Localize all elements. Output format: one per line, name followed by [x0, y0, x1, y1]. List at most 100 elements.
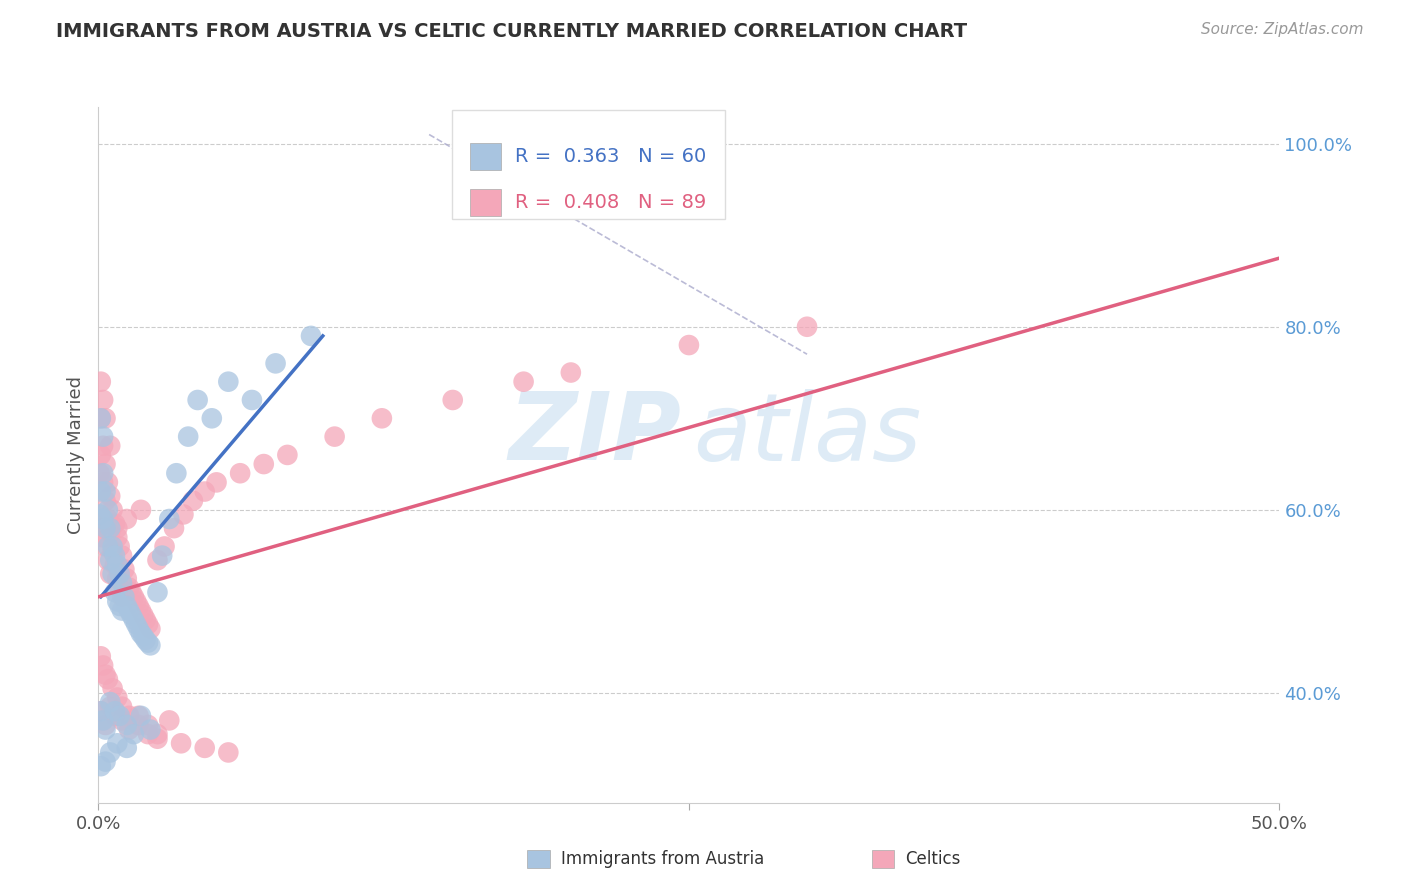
Point: [97, 553, 120, 567]
Point: [94, 718, 117, 732]
Point: [104, 558, 127, 572]
Point: [90, 512, 112, 526]
Point: [146, 731, 169, 746]
Point: [89, 508, 111, 522]
Point: [146, 553, 169, 567]
Point: [91, 714, 114, 728]
Point: [128, 599, 150, 613]
Point: [128, 622, 150, 636]
Point: [139, 723, 162, 737]
Point: [91, 439, 114, 453]
Point: [181, 493, 204, 508]
Point: [104, 516, 127, 531]
Point: [146, 585, 169, 599]
Point: [125, 594, 148, 608]
Point: [194, 484, 217, 499]
Point: [89, 521, 111, 535]
Point: [94, 667, 117, 681]
Point: [91, 467, 114, 481]
Point: [170, 736, 193, 750]
Point: [97, 512, 120, 526]
Point: [111, 576, 134, 591]
Point: [172, 508, 194, 522]
Point: [153, 540, 176, 554]
Point: [94, 755, 117, 769]
Point: [678, 338, 700, 352]
Point: [217, 375, 239, 389]
Point: [105, 594, 128, 608]
Point: [101, 540, 124, 554]
Point: [299, 329, 322, 343]
Point: [105, 572, 128, 586]
Point: [108, 599, 131, 613]
Point: [108, 540, 131, 554]
Point: [105, 690, 128, 705]
Point: [187, 392, 209, 407]
Point: [90, 704, 112, 718]
Point: [194, 740, 217, 755]
Point: [89, 467, 111, 481]
Point: [796, 319, 818, 334]
Point: [136, 718, 159, 732]
Point: [94, 493, 117, 508]
Point: [94, 484, 117, 499]
Point: [94, 411, 117, 425]
Point: [118, 603, 141, 617]
Point: [91, 475, 114, 490]
Point: [91, 392, 114, 407]
Point: [132, 608, 155, 623]
Point: [97, 475, 120, 490]
Point: [111, 603, 134, 617]
Point: [121, 608, 143, 623]
Point: [98, 566, 121, 581]
Point: [98, 553, 121, 567]
Y-axis label: Currently Married: Currently Married: [66, 376, 84, 534]
Point: [165, 467, 187, 481]
Point: [323, 429, 346, 443]
Point: [264, 356, 287, 370]
Point: [139, 638, 162, 652]
Point: [98, 746, 121, 760]
Point: [146, 727, 169, 741]
Point: [125, 617, 148, 632]
Point: [115, 572, 138, 586]
Point: [111, 714, 134, 728]
Point: [135, 613, 157, 627]
Point: [115, 599, 138, 613]
Point: [115, 512, 138, 526]
Point: [91, 658, 114, 673]
Point: [177, 429, 200, 443]
Point: [276, 448, 298, 462]
Text: atlas: atlas: [693, 389, 921, 480]
Point: [97, 503, 120, 517]
Point: [90, 704, 112, 718]
Point: [118, 708, 141, 723]
Text: Celtics: Celtics: [905, 850, 960, 868]
Point: [105, 521, 128, 535]
Point: [104, 708, 127, 723]
Point: [118, 581, 141, 595]
Point: [122, 727, 145, 741]
Point: [122, 613, 145, 627]
Point: [136, 727, 159, 741]
Point: [90, 375, 112, 389]
Text: IMMIGRANTS FROM AUSTRIA VS CELTIC CURRENTLY MARRIED CORRELATION CHART: IMMIGRANTS FROM AUSTRIA VS CELTIC CURREN…: [56, 22, 967, 41]
Point: [90, 411, 112, 425]
Point: [105, 736, 128, 750]
Point: [163, 521, 186, 535]
Point: [129, 503, 152, 517]
Point: [101, 503, 124, 517]
Point: [150, 549, 173, 563]
Point: [157, 714, 180, 728]
Point: [90, 759, 112, 773]
Point: [98, 695, 121, 709]
Point: [136, 635, 159, 649]
Point: [132, 629, 155, 643]
Point: [512, 375, 534, 389]
Point: [253, 457, 276, 471]
Point: [135, 632, 157, 647]
Point: [98, 699, 121, 714]
Point: [104, 585, 127, 599]
Point: [91, 530, 114, 544]
Point: [97, 672, 120, 686]
